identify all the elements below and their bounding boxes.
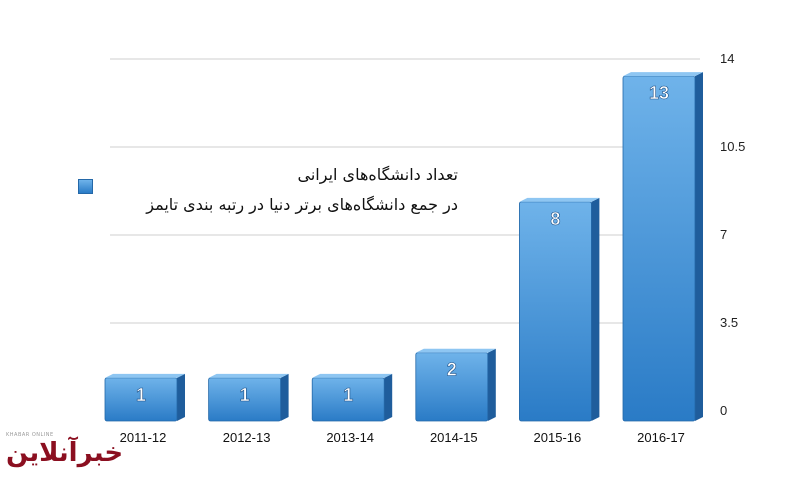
data-label: 1	[343, 385, 353, 405]
x-category-label: 2013-14	[326, 430, 374, 445]
y-tick-label: 10.5	[720, 139, 745, 154]
watermark-main-text: خبرآنلاین	[6, 438, 124, 468]
legend-line-1: تعداد دانشگاه‌های ایرانی	[297, 165, 459, 184]
x-category-label: 2012-13	[223, 430, 271, 445]
bar-side	[280, 373, 289, 421]
data-label: 1	[136, 385, 146, 405]
data-label: 13	[649, 83, 669, 103]
legend-swatch	[78, 179, 93, 194]
legend-text: تعداد دانشگاه‌های ایرانی در جمع دانشگاه‌…	[146, 160, 458, 220]
x-category-label: 2011-12	[120, 430, 167, 445]
watermark-small-text: KHABAR ONLINE	[6, 432, 54, 438]
bar-cap	[623, 72, 703, 77]
bar-side	[695, 72, 703, 422]
bar-cap	[415, 348, 496, 353]
legend-line-2: در جمع دانشگاه‌های برتر دنیا در رتبه بند…	[146, 195, 458, 214]
bar	[622, 75, 696, 422]
y-tick-label: 7	[720, 227, 727, 242]
bar-side	[177, 373, 185, 421]
x-category-label: 2015-16	[534, 430, 582, 445]
x-axis-categories: 2011-12 2012-13 2013-14 2014-15 2015-16 2016-…	[120, 430, 685, 445]
x-category-label: 2016-17	[637, 430, 685, 445]
bar-cap	[105, 373, 185, 378]
watermark-logo: KHABAR ONLINE خبرآنلاین	[6, 430, 124, 474]
bar-cap	[519, 197, 600, 202]
bar-side	[591, 197, 600, 421]
data-label: 2	[447, 360, 457, 380]
bar-side	[487, 348, 496, 421]
bar	[519, 201, 592, 422]
data-label: 8	[550, 209, 560, 229]
y-tick-label: 0	[720, 403, 727, 418]
bar-cap	[312, 373, 393, 378]
x-category-label: 2014-15	[430, 430, 478, 445]
y-axis-ticks: 0 3.5 7 10.5 14	[720, 51, 745, 418]
data-label: 1	[240, 385, 250, 405]
bars: 1 1 1 2 8 13	[104, 72, 703, 422]
bar-side	[384, 373, 393, 421]
bar-cap	[208, 373, 289, 378]
grid-lines	[110, 58, 700, 324]
y-tick-label: 3.5	[720, 315, 738, 330]
y-tick-label: 14	[720, 51, 734, 66]
legend: تعداد دانشگاه‌های ایرانی در جمع دانشگاه‌…	[78, 160, 458, 220]
